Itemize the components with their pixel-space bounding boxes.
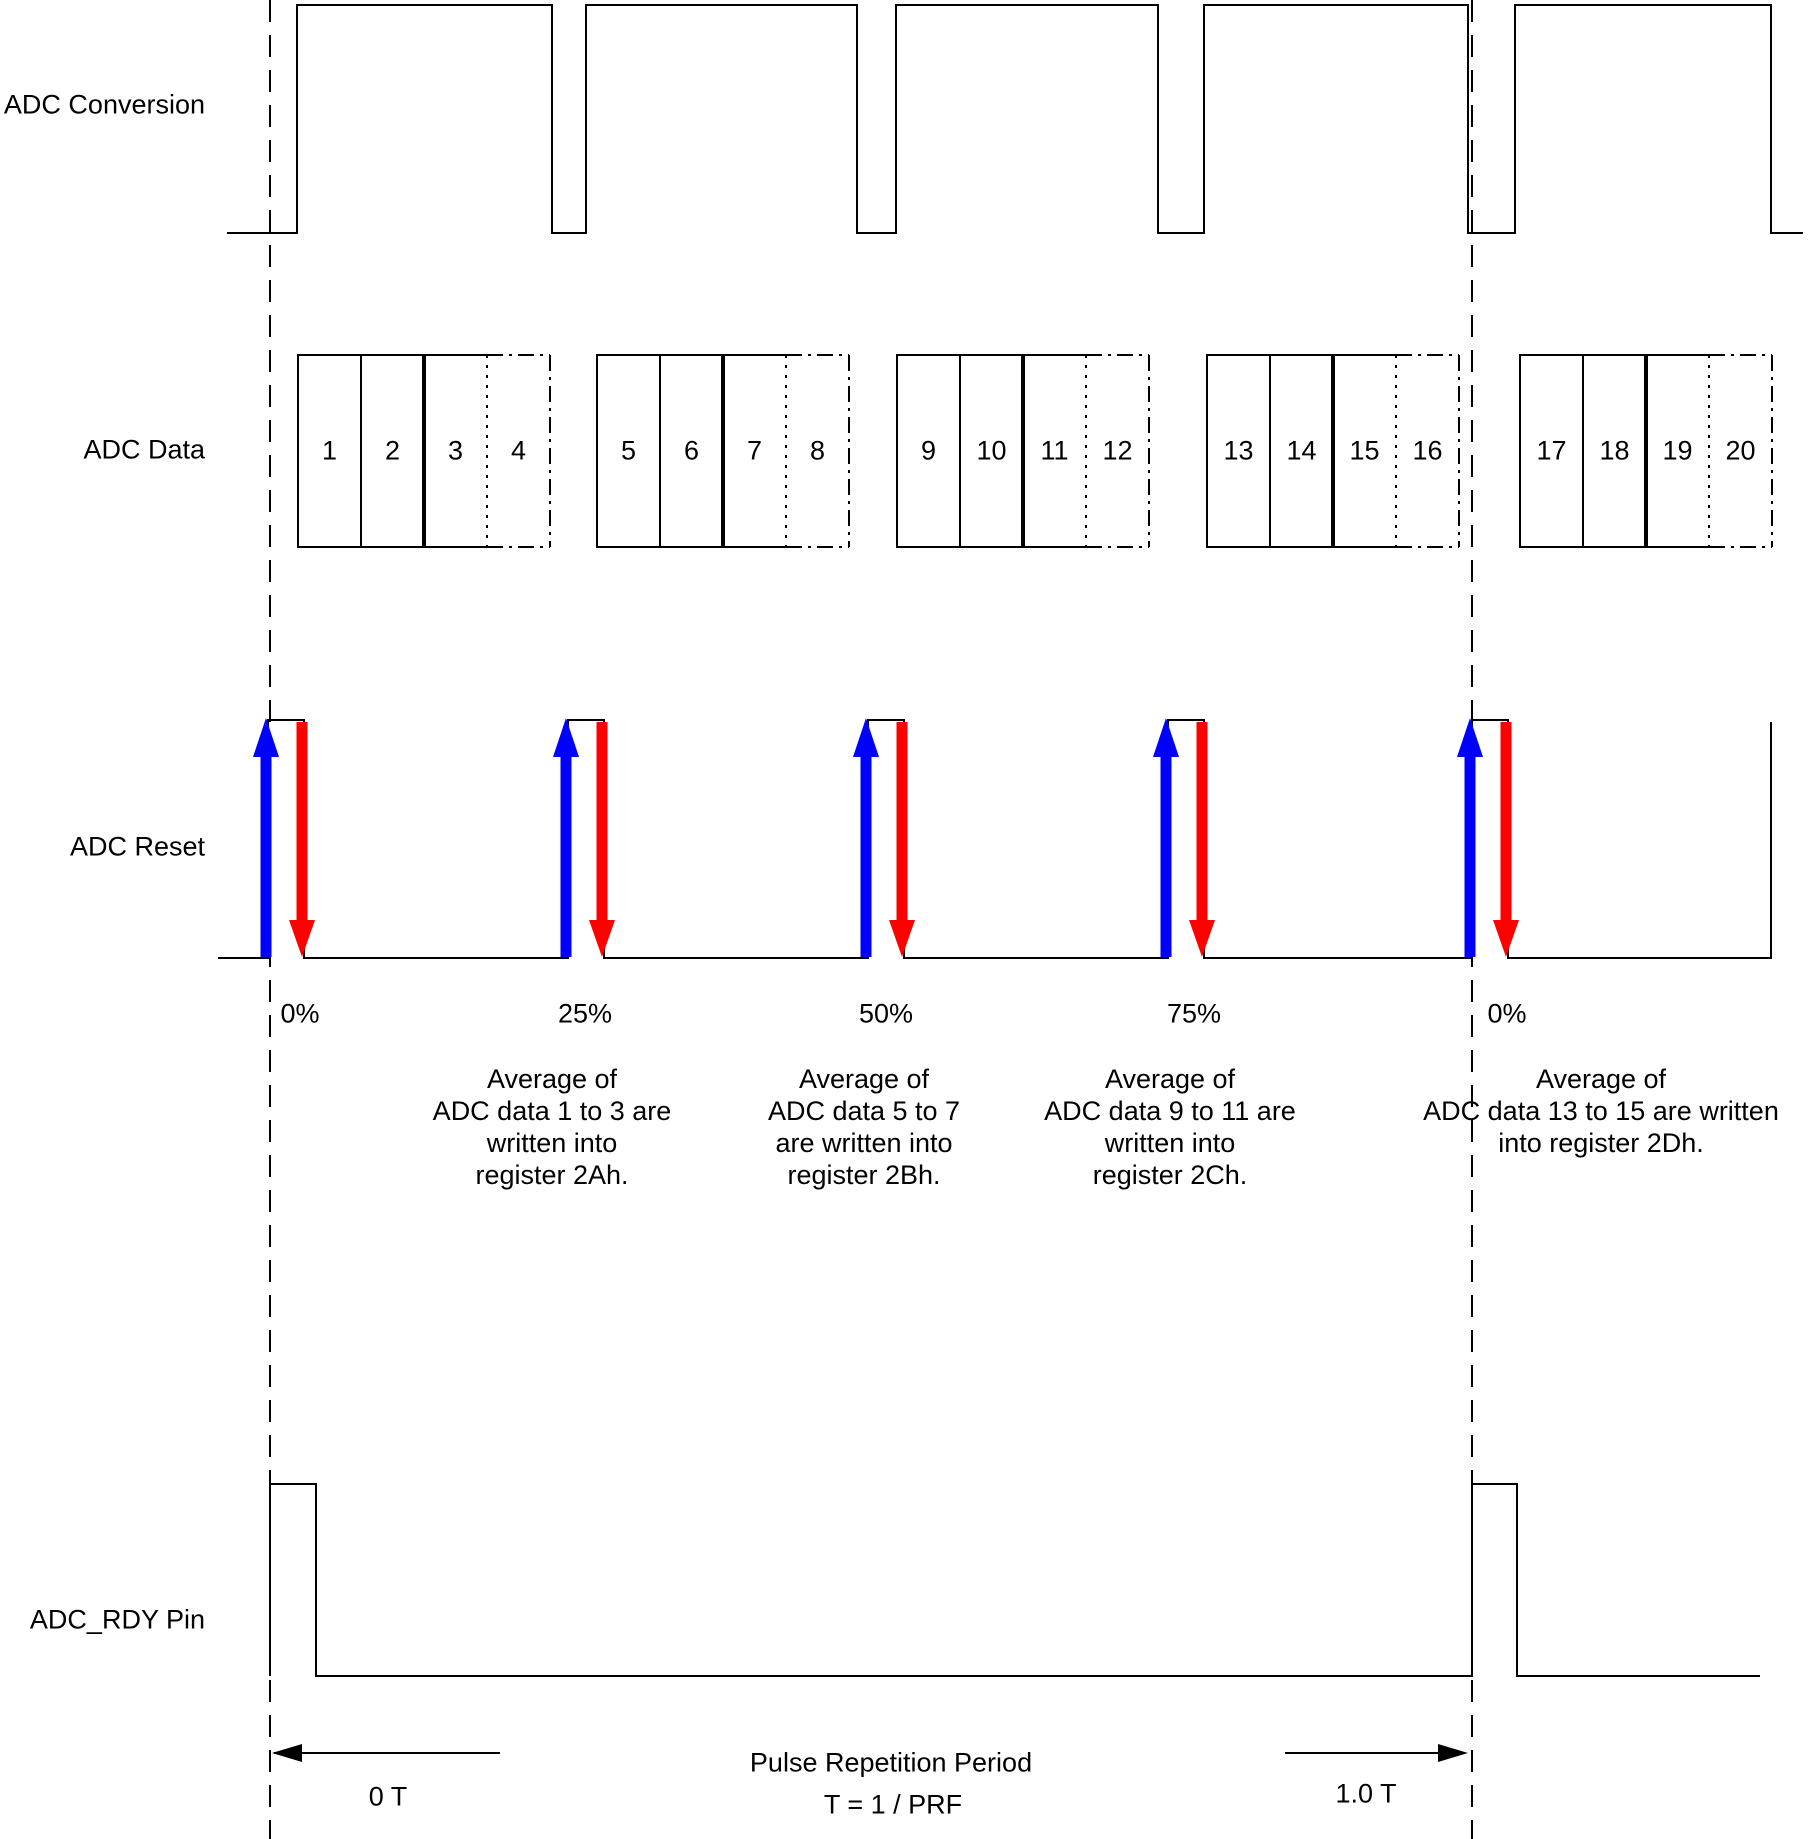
register-write-annotation-1: Average of ADC data 5 to 7 are written int…	[768, 1063, 960, 1191]
register-write-annotation-3-line-2: into register 2Dh.	[1498, 1128, 1704, 1158]
register-write-annotation-3-line-0: Average of	[1535, 1064, 1667, 1094]
data-cell-18: 18	[1599, 435, 1630, 466]
data-cell-8: 8	[809, 435, 826, 466]
reset-fall-arrow-head-3	[1189, 920, 1215, 957]
reset-fall-arrow-shaft-1	[596, 722, 608, 922]
reset-fall-arrow-shaft-2	[896, 722, 908, 922]
reset-phase-label-3: 75%	[1166, 998, 1222, 1029]
reset-rise-arrow-head-1	[553, 718, 579, 757]
data-cell-17: 17	[1536, 435, 1567, 466]
data-group-3-outline	[1206, 354, 1396, 548]
data-cell-1: 1	[321, 435, 338, 466]
data-cell-14: 14	[1286, 435, 1317, 466]
data-cell-16: 16	[1412, 435, 1443, 466]
data-cell-19: 19	[1662, 435, 1693, 466]
data-cell-4: 4	[510, 435, 527, 466]
data-cell-20: 20	[1725, 435, 1756, 466]
register-write-annotation-1-line-0: Average of	[798, 1064, 930, 1094]
register-write-annotation-0-line-1: ADC data 1 to 3 are	[432, 1096, 672, 1126]
reset-rise-arrow-shaft-3	[1160, 754, 1172, 957]
reset-rise-arrow-head-2	[853, 718, 879, 757]
adc-rdy-waveform	[269, 1483, 1760, 1677]
period-right-arrow-head	[1438, 1744, 1468, 1762]
data-group-0-outline	[297, 354, 487, 548]
period-formula-label: T = 1 / PRF	[823, 1789, 963, 1820]
row-label-adc-conversion: ADC Conversion	[3, 89, 205, 120]
register-write-annotation-2: Average of ADC data 9 to 11 are written in…	[1044, 1063, 1296, 1191]
reset-fall-arrow-head-1	[589, 920, 615, 957]
data-group-1-outline	[596, 354, 786, 548]
row-label-adc-data: ADC Data	[83, 434, 205, 465]
reset-fall-arrow-head-2	[889, 920, 915, 957]
reset-rise-arrow-shaft-2	[860, 754, 872, 957]
data-cell-7: 7	[746, 435, 763, 466]
reset-fall-arrow-shaft-4	[1500, 722, 1512, 922]
adc-reset-waveform	[218, 719, 1772, 959]
data-cell-10: 10	[976, 435, 1007, 466]
register-write-annotation-3: Average of ADC data 13 to 15 are written i…	[1423, 1063, 1779, 1159]
adc-conversion-waveform	[227, 4, 1803, 234]
register-write-annotation-2-line-1: ADC data 9 to 11 are	[1044, 1096, 1296, 1126]
data-cell-2: 2	[384, 435, 401, 466]
data-group-2-outline	[896, 354, 1086, 548]
data-cell-9: 9	[920, 435, 937, 466]
register-write-annotation-2-line-2: written into	[1104, 1128, 1236, 1158]
register-write-annotation-2-line-0: Average of	[1104, 1064, 1236, 1094]
register-write-annotation-3-line-1: ADC data 13 to 15 are written	[1423, 1096, 1779, 1126]
register-write-annotation-2-line-3: register 2Ch.	[1092, 1160, 1248, 1190]
register-write-annotation-0-line-0: Average of	[486, 1064, 618, 1094]
period-title-label: Pulse Repetition Period	[749, 1747, 1033, 1778]
register-write-annotation-0-line-2: written into	[486, 1128, 618, 1158]
reset-rise-arrow-shaft-0	[260, 754, 272, 957]
reset-rise-arrow-head-4	[1457, 718, 1483, 757]
register-write-annotation-1-line-2: are written into	[775, 1128, 953, 1158]
data-cell-12: 12	[1102, 435, 1133, 466]
data-cell-5: 5	[620, 435, 637, 466]
reset-rise-arrow-head-3	[1153, 718, 1179, 757]
reset-fall-arrow-head-4	[1493, 920, 1519, 957]
data-cell-11: 11	[1040, 435, 1069, 466]
row-label-adc-reset: ADC Reset	[69, 831, 205, 862]
data-cell-13: 13	[1223, 435, 1254, 466]
reset-phase-label-0: 0%	[280, 998, 320, 1029]
reset-fall-arrow-head-0	[289, 920, 315, 957]
period-left-arrow-head	[272, 1744, 302, 1762]
register-write-annotation-0: Average of ADC data 1 to 3 are written int…	[433, 1063, 672, 1191]
reset-fall-arrow-shaft-0	[296, 722, 308, 922]
reset-phase-label-2: 50%	[858, 998, 914, 1029]
reset-rise-arrow-shaft-4	[1464, 754, 1476, 957]
register-write-annotation-1-line-1: ADC data 5 to 7	[767, 1096, 961, 1126]
register-write-annotation-1-line-3: register 2Bh.	[787, 1160, 941, 1190]
reset-rise-arrow-head-0	[253, 718, 279, 757]
register-write-annotation-0-line-3: register 2Ah.	[475, 1160, 629, 1190]
data-cell-15: 15	[1349, 435, 1380, 466]
data-group-4-outline	[1519, 354, 1709, 548]
zero-t-label: 0 T	[368, 1781, 408, 1812]
reset-rise-arrow-shaft-1	[560, 754, 572, 957]
row-label-adc-rdy-pin: ADC_RDY Pin	[29, 1604, 205, 1635]
reset-fall-arrow-shaft-3	[1196, 722, 1208, 922]
reset-phase-label-1: 25%	[557, 998, 613, 1029]
data-cell-6: 6	[683, 435, 700, 466]
reset-phase-label-4: 0%	[1487, 998, 1527, 1029]
data-cell-3: 3	[447, 435, 464, 466]
one-t-label: 1.0 T	[1335, 1778, 1397, 1809]
